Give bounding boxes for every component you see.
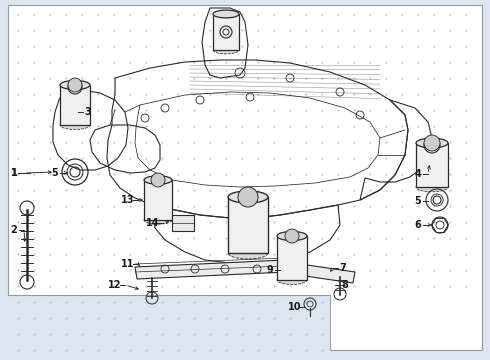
Circle shape bbox=[238, 187, 258, 207]
Ellipse shape bbox=[213, 10, 239, 18]
Ellipse shape bbox=[277, 231, 307, 240]
Ellipse shape bbox=[416, 182, 448, 192]
Ellipse shape bbox=[228, 247, 268, 259]
Text: 12: 12 bbox=[108, 280, 122, 290]
Ellipse shape bbox=[228, 191, 268, 203]
Circle shape bbox=[151, 173, 165, 187]
Ellipse shape bbox=[60, 81, 90, 90]
Bar bbox=[213, 14, 239, 50]
Text: 3: 3 bbox=[85, 107, 91, 117]
Text: 14: 14 bbox=[146, 218, 160, 228]
Circle shape bbox=[285, 229, 299, 243]
Text: 11: 11 bbox=[121, 259, 135, 269]
Bar bbox=[60, 85, 90, 125]
Text: 1: 1 bbox=[11, 168, 17, 178]
Circle shape bbox=[424, 135, 440, 151]
Text: 5: 5 bbox=[51, 168, 58, 178]
Bar bbox=[416, 143, 448, 187]
Bar bbox=[228, 197, 268, 253]
Ellipse shape bbox=[144, 176, 172, 184]
Text: 10: 10 bbox=[288, 302, 302, 312]
Text: 13: 13 bbox=[121, 195, 135, 205]
Bar bbox=[277, 236, 307, 280]
Ellipse shape bbox=[277, 275, 307, 284]
Text: 5: 5 bbox=[415, 196, 421, 206]
Text: 1: 1 bbox=[11, 168, 17, 178]
Polygon shape bbox=[8, 5, 482, 350]
Text: 8: 8 bbox=[342, 280, 348, 290]
Circle shape bbox=[68, 78, 82, 92]
Text: 2: 2 bbox=[11, 225, 17, 235]
Ellipse shape bbox=[144, 216, 172, 224]
Text: 4: 4 bbox=[415, 169, 421, 179]
Ellipse shape bbox=[213, 46, 239, 54]
Bar bbox=[144, 180, 172, 220]
Text: 7: 7 bbox=[340, 263, 346, 273]
Ellipse shape bbox=[416, 138, 448, 148]
Ellipse shape bbox=[60, 121, 90, 130]
Bar bbox=[172, 215, 194, 231]
Text: 6: 6 bbox=[415, 220, 421, 230]
Polygon shape bbox=[135, 260, 287, 279]
Text: 9: 9 bbox=[267, 265, 273, 275]
Polygon shape bbox=[305, 265, 355, 283]
